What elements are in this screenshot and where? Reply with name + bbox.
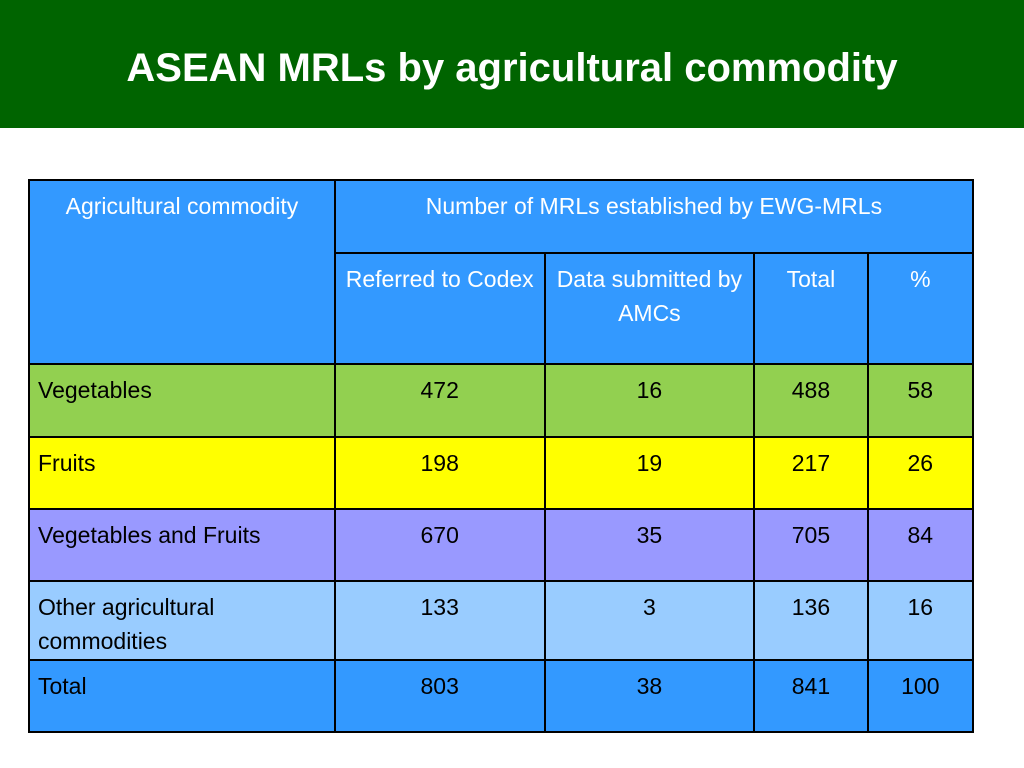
cell-percent: 58 xyxy=(866,363,975,438)
cell-percent: 84 xyxy=(866,508,975,582)
header-percent: % xyxy=(866,252,975,365)
cell-submitted: 35 xyxy=(543,508,756,582)
header-referred-to-codex: Referred to Codex xyxy=(333,252,546,365)
mrl-table: Agricultural commodity Number of MRLs es… xyxy=(28,179,975,733)
table-row: Other agricultural commodities 133 3 136… xyxy=(28,580,975,661)
header-commodity: Agricultural commodity xyxy=(28,179,336,365)
row-label: Fruits xyxy=(28,436,336,510)
table-row: Fruits 198 19 217 26 xyxy=(28,436,975,510)
cell-submitted: 38 xyxy=(543,659,756,733)
cell-percent: 26 xyxy=(866,436,975,510)
cell-total: 705 xyxy=(753,508,869,582)
table-row: Vegetables and Fruits 670 35 705 84 xyxy=(28,508,975,582)
cell-submitted: 19 xyxy=(543,436,756,510)
cell-submitted: 16 xyxy=(543,363,756,438)
row-label: Vegetables xyxy=(28,363,336,438)
page-title: ASEAN MRLs by agricultural commodity xyxy=(126,45,898,90)
cell-percent: 100 xyxy=(866,659,975,733)
header-group: Number of MRLs established by EWG-MRLs xyxy=(333,179,975,254)
cell-total: 217 xyxy=(753,436,869,510)
cell-referred: 472 xyxy=(333,363,546,438)
row-label: Other agricultural commodities xyxy=(28,580,336,661)
header-total: Total xyxy=(753,252,869,365)
cell-referred: 803 xyxy=(333,659,546,733)
cell-total: 488 xyxy=(753,363,869,438)
cell-percent: 16 xyxy=(866,580,975,661)
title-bar: ASEAN MRLs by agricultural commodity xyxy=(0,0,1024,128)
table-row: Vegetables 472 16 488 58 xyxy=(28,363,975,438)
cell-referred: 133 xyxy=(333,580,546,661)
header-data-submitted: Data submitted by AMCs xyxy=(543,252,756,365)
cell-referred: 670 xyxy=(333,508,546,582)
cell-total: 136 xyxy=(753,580,869,661)
row-label: Vegetables and Fruits xyxy=(28,508,336,582)
cell-referred: 198 xyxy=(333,436,546,510)
table-row: Total 803 38 841 100 xyxy=(28,659,975,733)
cell-total: 841 xyxy=(753,659,869,733)
cell-submitted: 3 xyxy=(543,580,756,661)
row-label: Total xyxy=(28,659,336,733)
